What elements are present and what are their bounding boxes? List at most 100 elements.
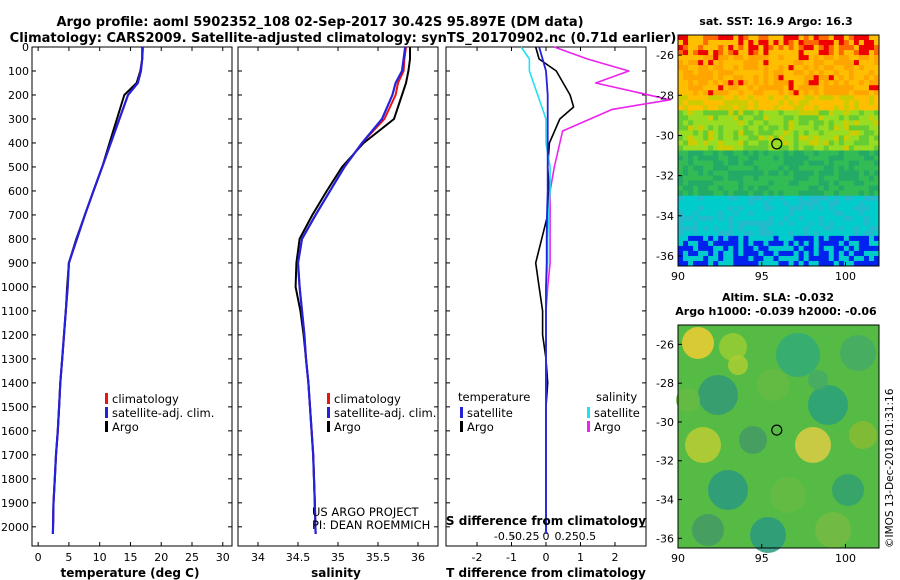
temperature-panel: 0100200300400500600700800900100011001200… bbox=[1, 41, 233, 580]
sst-cell bbox=[753, 175, 759, 182]
sst-cell bbox=[793, 175, 800, 182]
sst-cell bbox=[788, 150, 794, 156]
sst-cell bbox=[693, 125, 699, 131]
sst-cell bbox=[853, 255, 860, 262]
sst-cell bbox=[813, 150, 820, 156]
sst-cell bbox=[743, 90, 749, 96]
sst-cell bbox=[868, 180, 875, 187]
sst-cell bbox=[793, 220, 800, 227]
sst-cell bbox=[753, 110, 759, 116]
sst-cell bbox=[798, 155, 805, 161]
sst-cell bbox=[858, 125, 865, 131]
sst-cell bbox=[818, 85, 825, 91]
sst-cell bbox=[823, 120, 830, 126]
sst-cell bbox=[708, 110, 714, 116]
sst-cell bbox=[798, 245, 805, 252]
sst-cell bbox=[693, 255, 699, 262]
sla-anomaly-patch bbox=[685, 427, 721, 463]
sst-cell bbox=[858, 35, 865, 41]
sst-cell bbox=[733, 180, 739, 187]
sst-cell bbox=[723, 180, 729, 187]
sst-cell bbox=[723, 160, 729, 166]
sst-cell bbox=[778, 70, 784, 76]
sst-cell bbox=[783, 260, 789, 267]
sst-cell bbox=[713, 90, 719, 96]
sst-cell bbox=[703, 85, 709, 91]
sst-cell bbox=[808, 35, 815, 41]
sst-cell bbox=[873, 255, 880, 262]
sst-cell bbox=[873, 160, 880, 166]
sst-cell bbox=[778, 185, 784, 192]
sst-cell bbox=[818, 110, 825, 116]
sst-cell bbox=[868, 75, 875, 81]
sst-cell bbox=[848, 140, 855, 146]
sst-cell bbox=[753, 240, 759, 247]
sla-anomaly-patch bbox=[808, 370, 828, 390]
sst-cell bbox=[868, 175, 875, 182]
difference-legend: temperature satellite Argo salinity sate… bbox=[458, 390, 640, 434]
sst-cell bbox=[723, 80, 729, 86]
sst-cell bbox=[798, 35, 805, 41]
sst-cell bbox=[808, 45, 815, 51]
sst-cell bbox=[803, 195, 810, 202]
sst-cell bbox=[743, 170, 749, 177]
sst-cell bbox=[758, 220, 764, 227]
pi-annotation: PI: DEAN ROEMMICH bbox=[312, 518, 430, 532]
sst-cell bbox=[818, 250, 825, 257]
sla-map: Altim. SLA: -0.032 Argo h1000: -0.039 h2… bbox=[656, 291, 880, 565]
sst-cell bbox=[718, 190, 724, 197]
sst-cell bbox=[753, 205, 759, 212]
sst-cell bbox=[813, 35, 820, 41]
sst-cell bbox=[783, 175, 789, 182]
sst-cell bbox=[863, 90, 870, 96]
sst-cell bbox=[688, 35, 694, 41]
sst-cell bbox=[683, 65, 689, 71]
sst-cell bbox=[743, 125, 749, 131]
sst-cell bbox=[873, 210, 880, 217]
sst-cell bbox=[773, 240, 779, 247]
sst-cell bbox=[763, 50, 769, 56]
sst-cell bbox=[728, 145, 734, 151]
sst-cell bbox=[708, 225, 714, 232]
sst-cell bbox=[873, 150, 880, 156]
sst-cell bbox=[753, 35, 759, 41]
sst-cell bbox=[738, 110, 744, 116]
sst-cell bbox=[793, 130, 800, 136]
sst-cell bbox=[688, 260, 694, 267]
sst-cell bbox=[763, 185, 769, 192]
sst-cell bbox=[753, 85, 759, 91]
sst-cell bbox=[838, 170, 845, 177]
sst-cell bbox=[783, 85, 789, 91]
sst-cell bbox=[773, 190, 779, 197]
t-difference-label: T difference from climatology bbox=[446, 566, 646, 580]
x-tick-label: 0 bbox=[543, 551, 550, 564]
sst-cell bbox=[753, 200, 759, 207]
sst-cell bbox=[828, 35, 835, 41]
sst-cell bbox=[713, 60, 719, 66]
sst-cell bbox=[763, 125, 769, 131]
sst-cell bbox=[793, 160, 800, 166]
map-y-tick-label: -28 bbox=[656, 89, 674, 102]
sst-cell bbox=[798, 185, 805, 192]
sst-cell bbox=[858, 135, 865, 141]
sst-cell bbox=[863, 45, 870, 51]
sst-cell bbox=[763, 35, 769, 41]
sst-cell bbox=[683, 240, 689, 247]
sst-cell bbox=[728, 35, 734, 41]
sst-cell bbox=[823, 160, 830, 166]
sla-anomaly-patch bbox=[840, 335, 876, 371]
sst-cell bbox=[728, 180, 734, 187]
sst-cell bbox=[688, 135, 694, 141]
sst-cell bbox=[723, 150, 729, 156]
sst-cell bbox=[843, 125, 850, 131]
sst-cell bbox=[748, 130, 754, 136]
sst-cell bbox=[813, 75, 820, 81]
sst-cell bbox=[708, 120, 714, 126]
sst-cell bbox=[793, 140, 800, 146]
sst-cell bbox=[873, 70, 880, 76]
sst-cell bbox=[728, 220, 734, 227]
sst-cell bbox=[738, 205, 744, 212]
sst-cell bbox=[793, 200, 800, 207]
sst-cell bbox=[873, 60, 880, 66]
sst-cell bbox=[838, 140, 845, 146]
